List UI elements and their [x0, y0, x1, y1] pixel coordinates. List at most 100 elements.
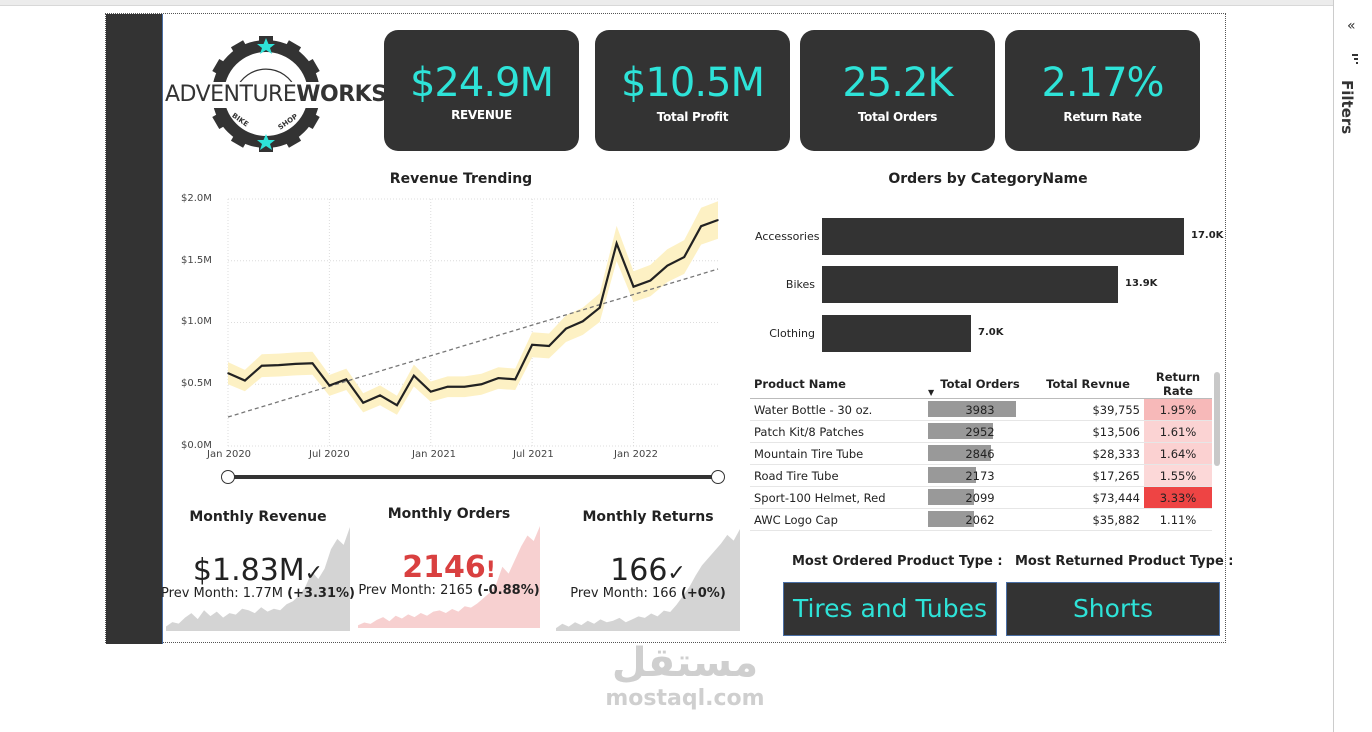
data-point: [362, 401, 364, 404]
category-value-label: 13.9K: [1124, 278, 1158, 289]
filters-pane[interactable]: « Filters: [1333, 0, 1372, 732]
orders-value: 2846: [965, 446, 995, 461]
sparkline-area: [358, 526, 540, 628]
date-range-slider[interactable]: [228, 475, 718, 479]
most-ordered-label: Most Ordered Product Type :: [792, 554, 1003, 569]
prev-month-change: (+0%): [680, 586, 726, 601]
cell-total-orders: 2062: [928, 508, 1032, 531]
kpi-label: Total Profit: [656, 110, 729, 124]
y-tick-label: $1.0M: [181, 316, 212, 327]
gear-logo-icon: [165, 36, 367, 152]
kpi-revenue[interactable]: $24.9M REVENUE: [384, 30, 579, 151]
table-row[interactable]: Patch Kit/8 Patches 2952 $13,506 1.61%: [750, 420, 1212, 443]
orders-value: 2173: [965, 468, 995, 483]
data-point: [666, 264, 669, 267]
data-point: [396, 404, 398, 407]
data-point: [632, 285, 635, 288]
monthly-revenue-value-wrap: $1.83M✓: [166, 553, 350, 588]
prev-month-change: (+3.31%): [287, 586, 355, 601]
data-point: [345, 378, 348, 381]
data-point: [531, 343, 533, 346]
data-point: [429, 390, 432, 393]
orders-value: 2062: [965, 512, 995, 527]
kpi-total-profit[interactable]: $10.5M Total Profit: [595, 30, 790, 151]
prev-month-text: Prev Month: 1.77M: [161, 586, 288, 601]
cell-total-orders: 3983: [928, 398, 1032, 421]
kpi-value: $10.5M: [620, 60, 765, 106]
data-point: [244, 379, 246, 382]
logo-wordmark: ADVENTUREWORKS: [165, 82, 387, 107]
product-table[interactable]: Product Name Total Orders ▼ Total Revnue …: [750, 370, 1212, 531]
category-label: Bikes: [785, 278, 815, 291]
kpi-value: 2.17%: [1041, 60, 1164, 106]
most-ordered-value: Tires and Tubes: [783, 582, 997, 636]
monthly-revenue-title: Monthly Revenue: [189, 509, 327, 525]
data-point: [379, 394, 381, 397]
category-bar[interactable]: [822, 315, 972, 352]
data-point: [598, 306, 601, 309]
category-bar[interactable]: [822, 218, 1184, 255]
table-row[interactable]: Sport-100 Helmet, Red 2099 $73,444 3.33%: [750, 486, 1212, 509]
column-header-total-orders[interactable]: Total Orders ▼: [928, 370, 1032, 399]
cell-return-rate: 1.11%: [1144, 508, 1212, 531]
category-label: Clothing: [769, 327, 815, 340]
left-navigation-bar: [106, 14, 163, 644]
cell-product-name: Sport-100 Helmet, Red: [750, 486, 928, 509]
cell-return-rate: 1.55%: [1144, 464, 1212, 487]
category-value-label: 7.0K: [978, 327, 1004, 338]
kpi-return-rate[interactable]: 2.17% Return Rate: [1005, 30, 1200, 151]
adventureworks-logo: ADVENTUREWORKS BIKE SHOP: [165, 30, 387, 158]
data-point: [649, 279, 652, 282]
logo-text-adventure: ADVENTURE: [165, 82, 297, 107]
kpi-total-orders[interactable]: 25.2K Total Orders: [800, 30, 995, 151]
y-tick-label: $0.0M: [181, 440, 212, 451]
cell-total-orders: 2846: [928, 442, 1032, 465]
table-scrollbar[interactable]: [1214, 372, 1220, 466]
orders-data-bar: [928, 467, 976, 483]
monthly-orders-title: Monthly Orders: [387, 506, 511, 522]
table-row[interactable]: Road Tire Tube 2173 $17,265 1.55%: [750, 464, 1212, 487]
table-row[interactable]: AWC Logo Cap 2062 $35,882 1.11%: [750, 508, 1212, 531]
cell-total-revenue: $39,755: [1032, 398, 1144, 421]
category-bar[interactable]: [822, 266, 1118, 303]
watermark-arabic: مستقل: [611, 640, 759, 686]
y-tick-label: $1.5M: [181, 255, 212, 266]
collapse-chevron-icon[interactable]: «: [1347, 18, 1356, 34]
top-border: [0, 0, 1372, 6]
x-tick-label: Jan 2020: [207, 449, 252, 460]
orders-data-bar: [928, 401, 1016, 417]
column-header-label: Total Orders: [940, 377, 1020, 391]
data-point: [717, 219, 719, 221]
watermark: مستقل mostaql.com: [600, 640, 770, 712]
orders-data-bar: [928, 445, 991, 461]
cell-total-revenue: $35,882: [1032, 508, 1144, 531]
column-header-total-revenue[interactable]: Total Revnue: [1032, 370, 1144, 399]
cell-total-orders: 2173: [928, 464, 1032, 487]
table-row[interactable]: Mountain Tire Tube 2846 $28,333 1.64%: [750, 442, 1212, 465]
filter-icon: [1348, 54, 1358, 64]
cell-return-rate: 1.64%: [1144, 442, 1212, 465]
x-tick-label: Jan 2022: [614, 449, 659, 460]
data-point: [497, 377, 500, 379]
category-label: Accessories: [755, 230, 820, 243]
kpi-label: Return Rate: [1063, 110, 1142, 124]
x-tick-label: Jan 2021: [412, 449, 457, 460]
cell-total-revenue: $13,506: [1032, 420, 1144, 443]
cell-return-rate: 3.33%: [1144, 486, 1212, 509]
filters-label[interactable]: Filters: [1338, 80, 1356, 135]
table-row[interactable]: Water Bottle - 30 oz. 3983 $39,755 1.95%: [750, 398, 1212, 421]
x-tick-label: Jul 2020: [309, 449, 350, 460]
data-point: [582, 320, 584, 323]
monthly-returns-title: Monthly Returns: [582, 509, 714, 525]
sparkline-area: [166, 527, 350, 631]
category-value-label: 17.0K: [1191, 230, 1224, 241]
slider-handle-left[interactable]: [221, 470, 235, 484]
orders-data-bar: [928, 423, 994, 439]
column-header-product-name[interactable]: Product Name: [750, 370, 928, 399]
column-header-return-rate[interactable]: Return Rate: [1144, 370, 1212, 399]
orders-value: 2099: [965, 490, 995, 505]
slider-handle-right[interactable]: [711, 470, 725, 484]
prev-month-text: Prev Month: 2165: [358, 583, 478, 598]
most-returned-label: Most Returned Product Type :: [1015, 554, 1234, 569]
